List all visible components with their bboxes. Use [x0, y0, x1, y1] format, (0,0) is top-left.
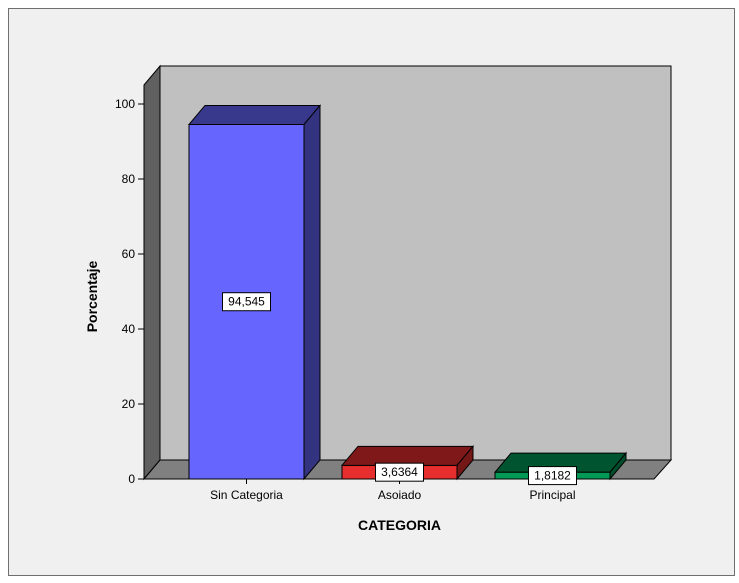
- data-label: 3,6364: [375, 462, 424, 482]
- x-tick-label: Principal: [529, 488, 575, 502]
- data-label-text: 94,545: [228, 295, 265, 309]
- y-tick-label: 40: [122, 322, 136, 336]
- x-axis-title: CATEGORIA: [358, 517, 441, 533]
- y-tick-label: 80: [122, 172, 136, 186]
- bar-side: [303, 104, 321, 481]
- data-label-text: 1,8182: [534, 469, 571, 483]
- bar-side: [456, 444, 474, 481]
- y-axis-title: Porcentaje: [84, 260, 100, 332]
- data-label-box: [375, 462, 424, 482]
- y-tick-label: 20: [122, 397, 136, 411]
- data-label-box: [528, 466, 577, 486]
- x-tick-label: Sin Categoria: [210, 488, 283, 502]
- bar: [187, 104, 322, 481]
- y-tick-label: 60: [122, 247, 136, 261]
- bar-side: [609, 451, 627, 481]
- y-axis: 0 20 40 60 80 100: [115, 97, 145, 486]
- bar-top: [187, 104, 322, 125]
- data-label-box: [222, 292, 271, 312]
- y-tick-label: 100: [115, 97, 135, 111]
- data-label: 94,545: [222, 292, 271, 312]
- data-label-text: 3,6364: [381, 465, 418, 479]
- bar-top: [340, 445, 475, 466]
- data-labels: Sin Categoria 94,545 Asoiado 3,6364 Principa…: [210, 292, 577, 502]
- x-tick-label: Asoiado: [378, 488, 422, 502]
- bars: [187, 104, 628, 481]
- side-wall: [143, 64, 161, 481]
- data-label: 1,8182: [528, 466, 577, 486]
- y-tick-label: 0: [128, 472, 135, 486]
